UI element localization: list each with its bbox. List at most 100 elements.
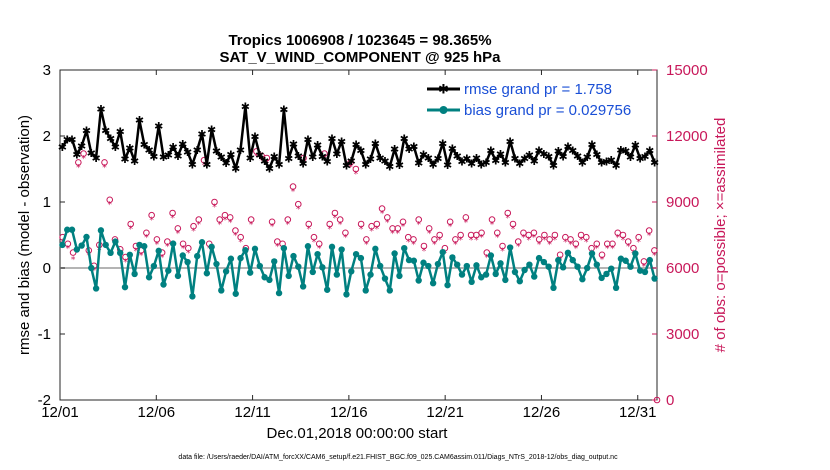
rmse-point: ✱	[573, 150, 582, 163]
bias-point	[242, 246, 249, 254]
obs-possible-point	[211, 198, 218, 206]
rmse-point: ✱	[67, 133, 76, 146]
bias-point	[362, 287, 369, 294]
rmse-point: ✱	[467, 158, 476, 171]
rmse-point: ✱	[58, 141, 67, 154]
obs-possible-point	[247, 216, 255, 223]
obs-possible-point	[546, 236, 553, 243]
bias-point	[540, 258, 548, 266]
obs-possible-point	[294, 200, 302, 208]
obs-assimilated-point: *	[338, 221, 343, 231]
chart-title: Tropics 1006908 / 1023645 = 98.365%	[228, 32, 491, 49]
obs-possible-point	[567, 236, 574, 243]
bias-point	[251, 245, 259, 253]
obs-assimilated-point: *	[202, 161, 207, 171]
rmse-point: ✱	[140, 139, 149, 152]
rmse-point: ✱	[429, 158, 438, 171]
obs-assimilated-point: *	[223, 216, 228, 226]
rmse-point: ✱	[169, 141, 178, 154]
obs-possible-point	[378, 205, 386, 212]
rmse-point: ✱	[236, 144, 245, 157]
obs-possible-point	[410, 236, 417, 243]
bias-point	[545, 263, 552, 270]
bias-point	[102, 241, 109, 249]
y-tick-label: 2	[43, 128, 51, 145]
rmse-point: ✱	[366, 153, 375, 166]
x-tick-label: 12/11	[234, 404, 270, 421]
obs-possible-point	[373, 220, 381, 228]
bias-point	[579, 276, 586, 283]
obs-assimilated-point: *	[396, 229, 401, 239]
obs-assimilated-point: *	[343, 234, 348, 244]
rmse-point: ✱	[116, 125, 125, 138]
bias-point	[218, 287, 225, 294]
x-axis-label: Dec.01,2018 00:00:00 start	[267, 425, 449, 442]
obs-assimilated-point: *	[191, 227, 196, 237]
obs-possible-point	[399, 218, 407, 226]
obs-possible-point	[263, 154, 271, 162]
bias-point	[333, 271, 341, 278]
obs-assimilated-point: *	[369, 227, 374, 237]
obs-assimilated-point: *	[516, 243, 521, 253]
obs-possible-point	[493, 229, 501, 237]
rmse-point: ✱	[419, 148, 428, 161]
bias-point	[169, 240, 177, 247]
obs-assimilated-point: *	[500, 247, 505, 257]
rmse-point: ✱	[144, 144, 153, 157]
rmse-point: ✱	[510, 152, 519, 165]
rmse-point: ✱	[294, 150, 303, 163]
bias-point	[68, 226, 76, 233]
bias-point	[107, 249, 114, 257]
bias-point	[285, 272, 292, 280]
rmse-point: ✱	[568, 145, 577, 158]
bias-point	[352, 250, 360, 258]
y2-axis-label: # of obs: o=possible; ×=assimilated	[712, 118, 729, 353]
obs-assimilated-point: *	[333, 214, 338, 224]
obs-possible-point	[342, 229, 349, 237]
rmse-point: ✱	[149, 150, 158, 163]
obs-assimilated-point: *	[212, 203, 217, 213]
rmse-point: ✱	[226, 148, 235, 161]
rmse-point: ✱	[221, 157, 230, 170]
obs-assimilated-point: *	[149, 216, 154, 226]
obs-possible-point	[499, 242, 506, 250]
rmse-point: ✱	[597, 156, 606, 169]
bias-point	[608, 265, 615, 272]
y2-tick-label: 3000	[666, 326, 699, 343]
obs-possible-point	[326, 220, 333, 228]
rmse-point: ✱	[159, 151, 168, 164]
obs-possible-point	[541, 231, 548, 239]
rmse-series: ✱✱✱✱✱✱✱✱✱✱✱✱✱✱✱✱✱✱✱✱✱✱✱✱✱✱✱✱✱✱✱✱✱✱✱✱✱✱✱✱…	[58, 100, 659, 175]
rmse-point: ✱	[361, 158, 370, 171]
bias-point	[391, 250, 398, 257]
obs-possible-point	[237, 233, 244, 241]
rmse-point: ✱	[578, 156, 587, 169]
bias-point	[357, 254, 365, 262]
obs-assimilated-point: *	[275, 243, 280, 253]
rmse-point: ✱	[125, 142, 134, 155]
bias-point	[487, 252, 495, 259]
bias-point	[150, 262, 158, 270]
y-axis-ticks: -2 -1 0 1 2 3	[38, 62, 65, 409]
obs-assimilated-point: *	[479, 234, 484, 244]
obs-assimilated-point: *	[401, 223, 406, 233]
bias-point	[564, 249, 572, 257]
rmse-point: ✱	[63, 133, 72, 146]
bias-point	[583, 264, 591, 272]
bias-series	[59, 226, 658, 300]
bias-point	[444, 281, 451, 289]
rmse-point: ✱	[424, 152, 433, 165]
obs-possible-point	[284, 216, 292, 223]
bias-point	[641, 268, 649, 276]
obs-assimilated-point: *	[92, 267, 97, 277]
bias-point	[506, 244, 514, 251]
bias-point	[73, 246, 81, 253]
bias-point	[179, 252, 186, 259]
obs-assimilated-point: *	[348, 163, 353, 173]
y-tick-label: 1	[43, 194, 51, 211]
bias-point	[555, 256, 562, 264]
obs-assimilated-point: *	[490, 221, 495, 231]
bias-point	[376, 262, 384, 270]
obs-assimilated-point: *	[155, 240, 160, 250]
rmse-point: ✱	[164, 149, 173, 162]
